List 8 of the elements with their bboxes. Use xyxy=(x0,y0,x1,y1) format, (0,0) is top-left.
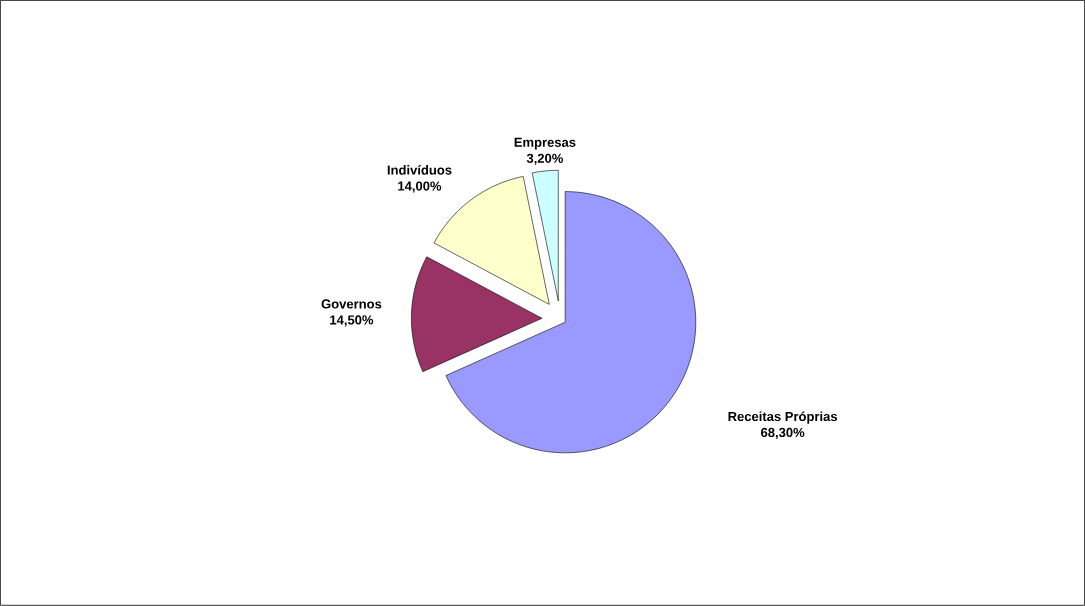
slice-label: Receitas Próprias xyxy=(728,411,838,424)
slice-label: Indivíduos xyxy=(387,165,452,175)
data-label: 3,20% xyxy=(526,153,564,165)
slice-label: Governos xyxy=(321,299,382,309)
data-label: 68,30% xyxy=(761,428,805,440)
slice-label: Empresas xyxy=(514,138,576,150)
data-label: 14,00% xyxy=(398,181,442,193)
data-label: 14,50% xyxy=(330,315,374,327)
